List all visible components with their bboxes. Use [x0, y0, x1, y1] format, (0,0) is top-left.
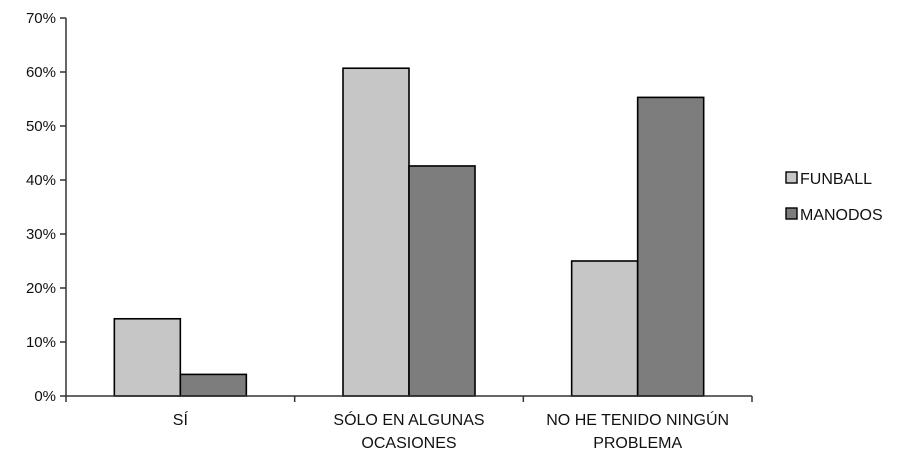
y-tick-label: 50%	[26, 118, 56, 135]
bars	[113, 67, 705, 397]
bar-funball-1	[342, 67, 410, 397]
legend: FUNBALL MANODOS	[785, 171, 883, 224]
y-tick-label: 70%	[26, 10, 56, 27]
x-tick-label: SÓLO EN ALGUNAS OCASIONES	[333, 410, 484, 452]
legend-swatch-funball	[785, 171, 798, 184]
bar-manodos-1	[408, 165, 476, 397]
y-tick-label: 10%	[26, 334, 56, 351]
x-axis: SÍ SÓLO EN ALGUNAS OCASIONES NO HE TENIDO N…	[65, 395, 753, 452]
bar-funball-0	[113, 317, 182, 397]
y-tick-label: 30%	[26, 226, 56, 243]
y-axis: 0% 10% 20% 30% 40% 50% 60% 70%	[26, 10, 67, 405]
legend-swatch-manodos	[785, 207, 798, 220]
y-tick-label: 60%	[26, 64, 56, 81]
bar-manodos-2	[636, 96, 705, 397]
legend-label-funball: FUNBALL	[800, 171, 872, 188]
legend-label-manodos: MANODOS	[800, 207, 883, 224]
y-tick-label: 20%	[26, 280, 56, 297]
bar-manodos-0	[179, 373, 248, 397]
x-tick-label: SÍ	[173, 410, 189, 429]
y-tick-label: 40%	[26, 172, 56, 189]
y-tick-label: 0%	[34, 388, 56, 405]
bar-funball-2	[570, 260, 639, 397]
x-tick-label: NO HE TENIDO NINGÚN PROBLEMA	[546, 410, 729, 452]
